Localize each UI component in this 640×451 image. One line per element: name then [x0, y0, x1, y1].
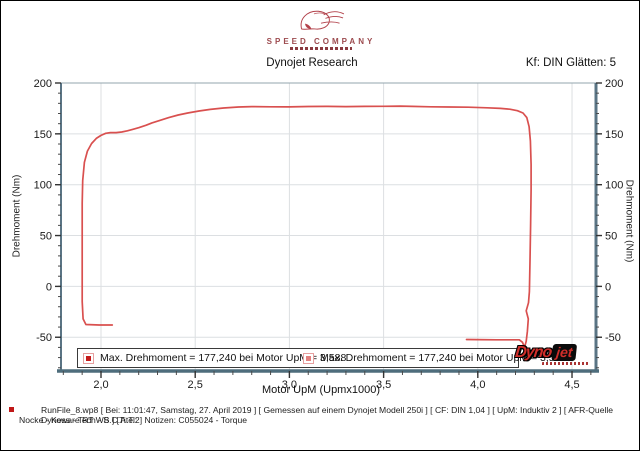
torque-curve [81, 105, 532, 349]
report-title: Dynojet Research [266, 57, 358, 69]
dynojet-logo-jet-text: jet [551, 344, 578, 361]
y-tick-label-left: 150 [34, 129, 52, 141]
legend-entry: Max. Drehmoment = 177,240 bei Motor UpM … [78, 352, 346, 364]
y-tick-label-right: 50 [605, 231, 617, 243]
smoothing-info: Kf: DIN Glätten: 5 [525, 57, 616, 69]
y-tick-label-left: 200 [34, 78, 52, 90]
x-tick-label: 4,5 [564, 379, 579, 391]
x-tick-label: 3,0 [282, 379, 297, 391]
run-notes-line: Nocke - Kess - Tech - S.C.A.T.2 [19, 415, 140, 425]
run-info-line: RunFile_8.wp8 [ Bei: 11:01:47, Samstag, … [41, 405, 614, 425]
y-tick-label-right: 200 [605, 78, 623, 90]
legend-label: Max. Drehmoment = 177,240 bei Motor UpM … [100, 352, 347, 364]
x-tick-label: 2,0 [93, 379, 108, 391]
dynojet-logo-dyno-text: Dyno [514, 344, 553, 361]
y-tick-label-left: 50 [40, 231, 52, 243]
logo-company-name: SPEED COMPANY [266, 37, 376, 46]
y-tick-label-left: -50 [36, 332, 52, 344]
run-marker-icon [9, 407, 14, 412]
x-tick-label: 4,0 [470, 379, 485, 391]
y-tick-label-right: -50 [605, 332, 621, 344]
legend-label: Max. Drehmoment = 177,240 bei Motor UpM … [320, 352, 567, 364]
helmet-icon [300, 10, 345, 30]
x-axis-label: Motor UpM (Upmx1000) [262, 384, 380, 396]
y-axis-label-right: Drehmoment (Nm) [623, 179, 635, 263]
dynojet-logo: Dyno jet [514, 344, 590, 365]
y-axis-label-left: Drehmoment (Nm) [11, 174, 23, 258]
y-tick-label-right: 100 [605, 180, 623, 192]
speed-company-logo: SPEED COMPANY [1, 6, 639, 50]
x-tick-label: 2,5 [188, 379, 203, 391]
legend-box: Max. Drehmoment = 177,240 bei Motor UpM … [77, 348, 566, 368]
y-tick-label-right: 150 [605, 129, 623, 141]
y-tick-label-left: 100 [34, 180, 52, 192]
y-tick-label-left: 0 [46, 281, 52, 293]
dynojet-logo-subtext [541, 362, 589, 365]
y-tick-label-right: 0 [605, 281, 611, 293]
logo-tagline [290, 47, 352, 50]
legend-entry: Max. Drehmoment = 177,240 bei Motor UpM … [298, 352, 566, 364]
legend-marker-icon [83, 352, 94, 364]
x-tick-label: 3,5 [376, 379, 391, 391]
legend-marker-icon [303, 352, 314, 364]
